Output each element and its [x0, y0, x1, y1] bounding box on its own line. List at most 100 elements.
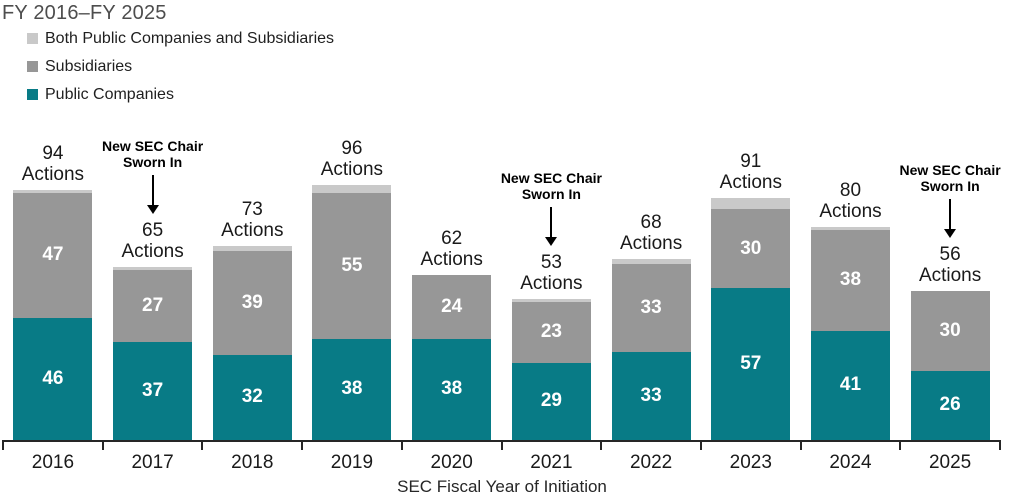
total-label-2024: 80 Actions	[796, 180, 906, 222]
segment-subsidiaries: 47	[13, 192, 93, 318]
segment-both-public-companies-and-subsidiaries	[13, 189, 93, 193]
segment-value-label: 24	[441, 296, 463, 317]
x-tick-label-2020: 2020	[430, 452, 473, 473]
segment-subsidiaries: 55	[312, 192, 392, 339]
total-label-2020: 62 Actions	[397, 228, 507, 270]
segment-public-companies: 41	[811, 330, 890, 440]
total-suffix: Actions	[320, 158, 384, 180]
total-suffix: Actions	[819, 201, 882, 223]
segment-subsidiaries: 39	[212, 251, 292, 355]
bar-2020: 38 24	[412, 275, 492, 440]
total-label-2022: 68 Actions	[596, 212, 706, 254]
annotation-text: New SEC Chair Sworn In	[102, 138, 204, 171]
legend-label: Public Companies	[45, 86, 174, 103]
segment-public-companies: 46	[13, 317, 93, 440]
x-tick-label-2021: 2021	[530, 452, 573, 473]
segment-value-label: 57	[740, 353, 762, 375]
annotation-text: New SEC Chair Sworn In	[899, 162, 1001, 194]
segment-both-public-companies-and-subsidiaries	[611, 259, 691, 265]
segment-both-public-companies-and-subsidiaries	[711, 198, 791, 209]
total-value: 73	[241, 198, 263, 220]
segment-value-label: 33	[640, 297, 662, 319]
x-axis-tick	[799, 442, 802, 450]
arrow-down-icon	[146, 205, 159, 215]
total-value: 96	[341, 137, 363, 159]
x-axis-tick	[999, 442, 1001, 450]
bar-2025: 26 30	[910, 291, 990, 440]
x-axis-tick	[301, 442, 304, 450]
segment-value-label: 37	[142, 379, 164, 401]
segment-public-companies: 29	[511, 362, 591, 440]
annotation-arrow-line	[949, 199, 952, 229]
bar-2017: 37 27	[113, 267, 193, 440]
segment-value-label: 46	[42, 367, 64, 389]
x-axis-tick	[699, 442, 702, 450]
x-axis-tick	[2, 442, 4, 450]
segment-both-public-companies-and-subsidiaries	[511, 299, 591, 302]
segment-value-label: 47	[42, 244, 64, 266]
total-value: 56	[939, 244, 961, 265]
total-suffix: Actions	[619, 233, 683, 255]
segment-value-label: 23	[540, 321, 562, 343]
bar-2022: 33 33	[611, 259, 691, 440]
x-axis-tick	[101, 442, 104, 450]
total-suffix: Actions	[719, 171, 782, 193]
segment-public-companies: 33	[611, 352, 691, 440]
total-value: 94	[42, 143, 64, 164]
total-value: 80	[839, 180, 862, 202]
x-tick-label-2022: 2022	[629, 452, 673, 473]
arrow-down-icon	[545, 237, 558, 246]
segment-value-label: 26	[939, 394, 961, 416]
total-label-2018: 73 Actions	[197, 199, 307, 241]
segment-value-label: 38	[839, 269, 862, 291]
segment-value-label: 39	[241, 292, 263, 314]
x-axis-tick	[400, 442, 403, 450]
legend-swatch-public-companies-icon	[27, 89, 38, 100]
segment-public-companies: 32	[212, 354, 292, 440]
legend-label: Both Public Companies and Subsidiaries	[45, 30, 335, 47]
segment-subsidiaries: 23	[511, 301, 591, 363]
segment-value-label: 41	[839, 374, 862, 396]
bar-2023: 57 30	[711, 198, 791, 440]
total-label-2021: 53 Actions	[496, 252, 606, 294]
segment-subsidiaries: 30	[711, 208, 791, 289]
segment-value-label: 32	[241, 386, 263, 408]
annotation-arrow-line	[151, 175, 154, 206]
x-tick-label-2019: 2019	[330, 452, 374, 473]
x-tick-label-2023: 2023	[729, 452, 772, 473]
legend-swatch-both-icon	[27, 33, 38, 44]
x-tick-label-2017: 2017	[131, 452, 174, 473]
segment-value-label: 30	[740, 237, 762, 259]
segment-subsidiaries: 33	[611, 264, 691, 353]
segment-value-label: 30	[939, 319, 961, 341]
legend-swatch-subsidiaries-icon	[27, 61, 38, 72]
x-axis-tick	[500, 442, 503, 450]
total-value: 53	[540, 252, 562, 273]
segment-public-companies: 38	[312, 338, 392, 440]
legend: Both Public Companies and Subsidiaries S…	[27, 31, 334, 115]
arrow-down-icon	[944, 229, 957, 238]
x-axis-tick	[899, 442, 902, 450]
annotation-2025: New SEC Chair Sworn In	[885, 162, 1015, 238]
x-axis-tick	[600, 442, 603, 450]
x-axis-line	[2, 440, 1001, 442]
bar-2021: 29 23	[511, 299, 591, 440]
segment-value-label: 38	[341, 378, 363, 400]
segment-subsidiaries: 24	[412, 275, 492, 339]
bar-2019: 38 55	[312, 184, 392, 440]
total-suffix: Actions	[21, 164, 85, 185]
segment-public-companies: 57	[711, 288, 791, 440]
chart-title: FY 2016–FY 2025	[2, 2, 167, 24]
segment-both-public-companies-and-subsidiaries	[811, 227, 890, 230]
total-suffix: Actions	[420, 249, 483, 271]
segment-value-label: 29	[540, 390, 562, 412]
segment-both-public-companies-and-subsidiaries	[312, 184, 392, 193]
total-label-2025: 56 Actions	[895, 244, 1005, 286]
segment-subsidiaries: 30	[910, 291, 990, 371]
total-value: 68	[640, 212, 662, 234]
total-suffix: Actions	[121, 241, 184, 263]
x-axis-title: SEC Fiscal Year of Initiation	[397, 477, 607, 496]
x-tick-label-2016: 2016	[31, 452, 75, 473]
total-label-2019: 96 Actions	[297, 138, 407, 180]
